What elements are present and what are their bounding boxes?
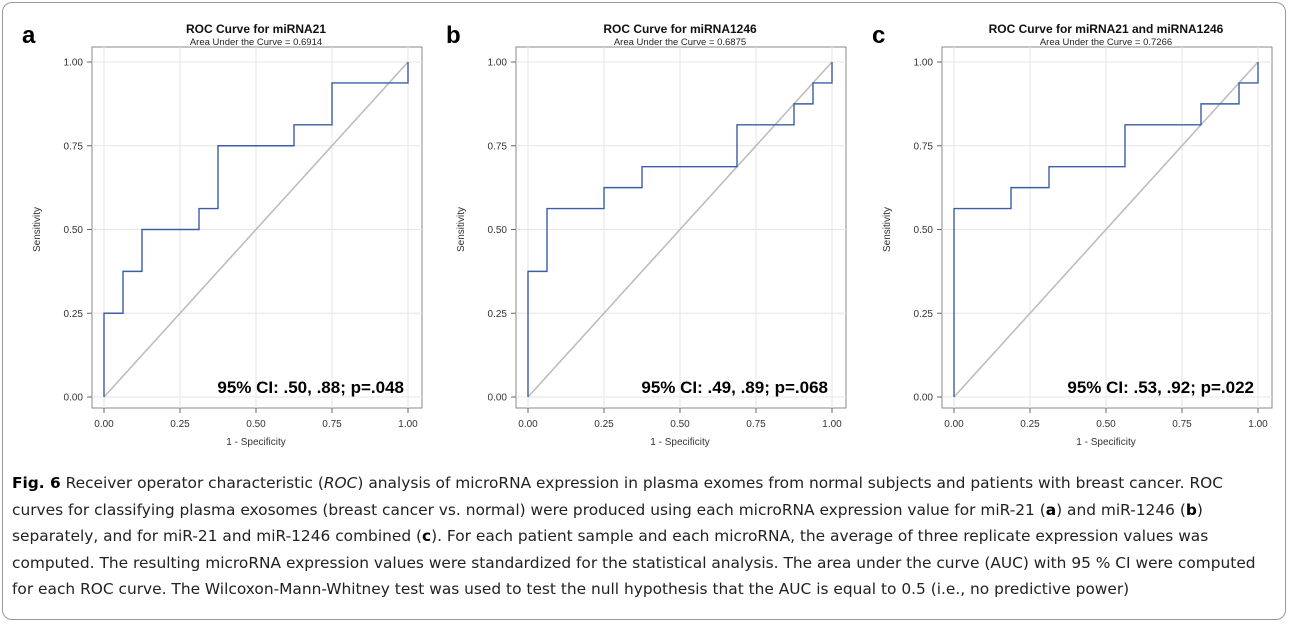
- ci-annotation: 95% CI: .53, .92; p=.022: [1067, 378, 1254, 397]
- y-tick-label: 0.25: [64, 309, 84, 320]
- y-tick-label: 0.50: [64, 225, 84, 236]
- y-tick-label: 1.00: [64, 58, 84, 69]
- y-tick-label: 0.00: [64, 393, 84, 404]
- x-tick-label: 0.25: [1020, 419, 1040, 430]
- x-axis-label: 1 - Specificity: [226, 437, 285, 448]
- ci-annotation: 95% CI: .50, .88; p=.048: [217, 378, 404, 397]
- chart-subtitle: Area Under the Curve = 0.7266: [1040, 37, 1172, 48]
- y-tick-label: 0.25: [488, 309, 508, 320]
- chart-subtitle: Area Under the Curve = 0.6875: [614, 37, 746, 48]
- y-tick-label: 0.75: [914, 141, 934, 152]
- y-axis-label: Sensitivity: [882, 207, 893, 252]
- x-tick-label: 0.50: [670, 419, 690, 430]
- caption-run: ) separately, and for miR-21 and miR-124…: [12, 500, 1203, 546]
- x-tick-label: 0.25: [594, 419, 614, 430]
- caption-run: ) and miR-1246 (: [1056, 500, 1186, 519]
- x-tick-label: 1.00: [1248, 419, 1268, 430]
- x-tick-label: 0.75: [322, 419, 342, 430]
- x-tick-label: 0.25: [170, 419, 190, 430]
- y-tick-label: 1.00: [488, 58, 508, 69]
- y-tick-label: 0.75: [488, 141, 508, 152]
- caption-run: ). For each patient sample and each micr…: [12, 527, 1256, 599]
- y-tick-label: 0.75: [64, 141, 84, 152]
- y-tick-label: 0.25: [914, 309, 934, 320]
- y-axis-label: Sensitivity: [456, 207, 467, 252]
- x-tick-label: 0.50: [246, 419, 266, 430]
- roc-chart-mirna21: 0.00 0.25 0.50 0.75 1.00 0.00 0.25 0.50 0.75 1.00…: [32, 22, 423, 448]
- y-tick-label: 0.50: [488, 225, 508, 236]
- x-axis-label: 1 - Specificity: [650, 437, 709, 448]
- x-tick-label: 0.00: [94, 419, 114, 430]
- roc-curve-series: [103, 62, 409, 397]
- y-tick-label: 0.50: [914, 225, 934, 236]
- x-tick-label: 0.75: [746, 419, 766, 430]
- y-tick-label: 0.00: [488, 393, 508, 404]
- x-tick-label: 0.75: [1172, 419, 1192, 430]
- ci-annotation: 95% CI: .49, .89; p=.068: [641, 378, 828, 397]
- roc-chart-mirna1246: 0.00 0.25 0.50 0.75 1.00 0.00 0.25 0.50 0.75 1.00…: [456, 22, 847, 448]
- figure-panels: a 0.00 0.25 0.50 0.75 1.00 0.00 0.25 0.50 0.75 1.…: [0, 0, 1280, 460]
- panel-letter: c: [872, 22, 886, 49]
- y-tick-label: 1.00: [914, 58, 934, 69]
- caption-run: ROC: [323, 474, 358, 492]
- x-tick-label: 0.50: [1096, 419, 1116, 430]
- panel-letter: b: [446, 22, 461, 49]
- x-tick-label: 0.00: [944, 419, 964, 430]
- roc-curve-series: [953, 62, 1259, 397]
- chance-diagonal-line: [103, 61, 409, 398]
- x-tick-label: 0.00: [518, 419, 538, 430]
- figure-caption: Fig. 6 Receiver operator characteristic …: [12, 470, 1274, 603]
- panel-b: b 0.00 0.25 0.50 0.75 1.00 0.00 0.25 0.50 0.75 1.…: [424, 0, 854, 460]
- panel-a: a 0.00 0.25 0.50 0.75 1.00 0.00 0.25 0.50 0.75 1.…: [0, 0, 430, 460]
- caption-run: a: [1045, 500, 1057, 519]
- chance-diagonal-line: [953, 61, 1259, 398]
- x-tick-label: 1.00: [822, 419, 842, 430]
- chart-subtitle: Area Under the Curve = 0.6914: [190, 37, 322, 48]
- roc-chart-combined: 0.00 0.25 0.50 0.75 1.00 0.00 0.25 0.50 0.75 1.00…: [882, 22, 1273, 448]
- figure-label: Fig. 6: [12, 474, 61, 492]
- caption-run: c: [422, 527, 432, 546]
- roc-curve-series: [527, 62, 833, 397]
- x-tick-label: 1.00: [398, 419, 418, 430]
- caption-run: b: [1185, 500, 1197, 519]
- caption-run: Receiver operator characteristic (: [60, 474, 324, 492]
- chart-title: ROC Curve for miRNA21: [186, 22, 326, 36]
- y-axis-label: Sensitivity: [32, 207, 43, 252]
- chance-diagonal-line: [527, 61, 833, 398]
- chart-title: ROC Curve for miRNA21 and miRNA1246: [989, 22, 1224, 36]
- y-tick-label: 0.00: [914, 393, 934, 404]
- panel-c: c 0.00 0.25 0.50 0.75 1.00 0.00 0.25 0.50 0.75 1.…: [850, 0, 1280, 460]
- panel-letter: a: [22, 22, 36, 49]
- caption-run: ) analysis of microRNA expression in pla…: [12, 474, 1224, 519]
- x-axis-label: 1 - Specificity: [1076, 437, 1135, 448]
- chart-title: ROC Curve for miRNA1246: [603, 22, 757, 36]
